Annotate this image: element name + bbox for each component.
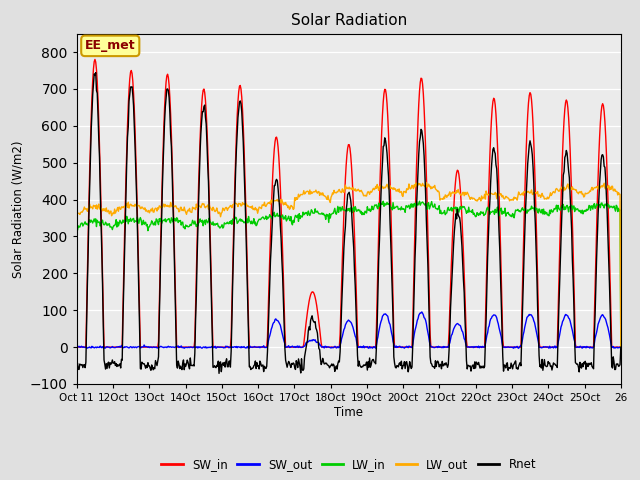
LW_out <box>194 204 202 210</box>
Rnet <box>215 371 223 376</box>
Rnet <box>140 361 147 367</box>
LW_in <box>139 220 147 226</box>
LW_in <box>617 344 625 350</box>
SW_in <box>195 181 202 187</box>
LW_out <box>415 182 422 188</box>
Title: Solar Radiation: Solar Radiation <box>291 13 407 28</box>
LW_out <box>431 186 439 192</box>
SW_out <box>223 344 231 349</box>
Line: LW_in: LW_in <box>77 201 621 347</box>
Rnet <box>224 364 232 370</box>
SW_in <box>140 344 147 350</box>
Rnet <box>417 134 424 140</box>
SW_out <box>73 344 81 350</box>
SW_in <box>91 57 99 62</box>
SW_out <box>416 311 424 317</box>
Y-axis label: Solar Radiation (W/m2): Solar Radiation (W/m2) <box>12 140 24 277</box>
SW_out <box>418 309 426 315</box>
SW_in <box>416 88 424 94</box>
LW_out <box>223 204 230 210</box>
LW_in <box>416 198 424 204</box>
SW_in <box>223 344 231 350</box>
X-axis label: Time: Time <box>334 406 364 419</box>
LW_in <box>380 198 387 204</box>
Rnet <box>83 320 90 325</box>
Legend: SW_in, SW_out, LW_in, LW_out, Rnet: SW_in, SW_out, LW_in, LW_out, Rnet <box>157 454 541 476</box>
Line: LW_out: LW_out <box>77 182 621 347</box>
LW_out <box>83 206 90 212</box>
Rnet <box>195 198 202 204</box>
LW_out <box>617 344 625 350</box>
LW_out <box>422 180 430 185</box>
SW_out <box>617 344 625 350</box>
LW_in <box>194 223 202 229</box>
LW_in <box>431 205 439 211</box>
LW_out <box>73 211 81 217</box>
Rnet <box>92 70 100 75</box>
SW_in <box>431 344 439 350</box>
Rnet <box>433 364 440 370</box>
Line: SW_out: SW_out <box>77 312 621 348</box>
SW_in <box>617 344 625 350</box>
SW_out <box>195 344 202 350</box>
Rnet <box>617 344 625 350</box>
SW_in <box>83 306 90 312</box>
Line: SW_in: SW_in <box>77 60 621 347</box>
LW_in <box>73 224 81 229</box>
SW_out <box>83 345 90 351</box>
SW_out <box>433 344 440 350</box>
SW_in <box>73 344 81 350</box>
Rnet <box>73 362 81 368</box>
LW_in <box>223 220 230 226</box>
LW_out <box>139 204 147 210</box>
Line: Rnet: Rnet <box>77 72 621 373</box>
SW_out <box>139 344 147 350</box>
SW_out <box>180 345 188 351</box>
Text: EE_met: EE_met <box>85 39 136 52</box>
LW_in <box>83 220 90 226</box>
